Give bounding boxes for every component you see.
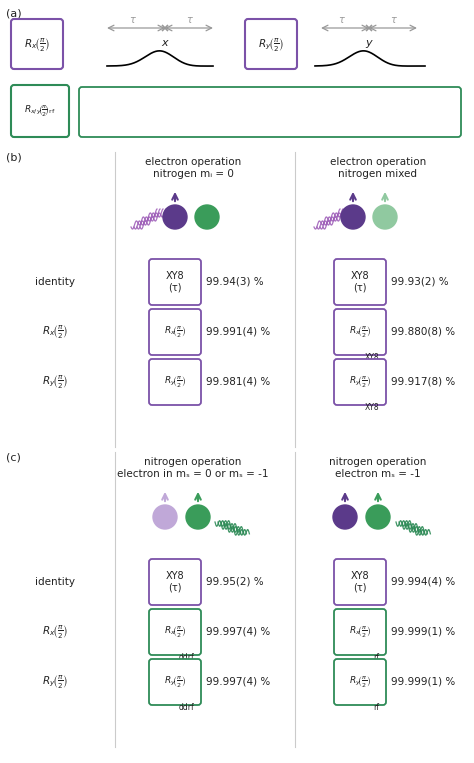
FancyBboxPatch shape [334,259,386,305]
Text: $R_y\!\left(\frac{\pi}{2}\right)$: $R_y\!\left(\frac{\pi}{2}\right)$ [164,674,186,690]
Text: (c): (c) [6,452,21,462]
Text: $R_y\!\left(\frac{\pi}{2}\right)$: $R_y\!\left(\frac{\pi}{2}\right)$ [349,674,371,690]
Text: $R_y\!\left(\frac{\pi}{2}\right)$: $R_y\!\left(\frac{\pi}{2}\right)$ [258,37,284,53]
FancyBboxPatch shape [334,309,386,355]
Text: ddrf: ddrf [178,703,194,712]
Text: $R_x\!\left(\frac{\pi}{2}\right)$: $R_x\!\left(\frac{\pi}{2}\right)$ [349,324,371,340]
Text: rf: rf [373,653,379,662]
FancyBboxPatch shape [149,259,201,305]
FancyBboxPatch shape [149,609,201,655]
Text: (τ): (τ) [168,583,182,593]
Circle shape [195,205,219,229]
FancyBboxPatch shape [334,559,386,605]
Text: 99.981(4) %: 99.981(4) % [206,377,270,387]
Text: rf: rf [373,703,379,712]
Text: $\tau$: $\tau$ [129,15,137,25]
FancyBboxPatch shape [149,659,201,705]
Text: $R_x\!\left(\frac{\pi}{2}\right)$: $R_x\!\left(\frac{\pi}{2}\right)$ [42,623,68,640]
FancyBboxPatch shape [245,19,297,69]
FancyBboxPatch shape [334,609,386,655]
Text: 99.999(1) %: 99.999(1) % [391,627,455,637]
FancyBboxPatch shape [149,309,201,355]
Text: identity: identity [35,577,75,587]
Text: 99.95(2) %: 99.95(2) % [206,577,264,587]
Text: $R_x\!\left(\frac{\pi}{2}\right)$: $R_x\!\left(\frac{\pi}{2}\right)$ [24,37,50,53]
FancyBboxPatch shape [11,19,63,69]
Text: nitrogen operation: nitrogen operation [144,457,242,467]
Text: x: x [162,38,168,48]
Text: $R_x\!\left(\frac{\pi}{2}\right)$: $R_x\!\left(\frac{\pi}{2}\right)$ [164,324,186,340]
Text: 99.997(4) %: 99.997(4) % [206,627,270,637]
Text: 99.917(8) %: 99.917(8) % [391,377,455,387]
Text: XY8: XY8 [351,271,369,281]
FancyBboxPatch shape [11,85,69,137]
Text: $R_x\!\left(\frac{\pi}{2}\right)$: $R_x\!\left(\frac{\pi}{2}\right)$ [42,324,68,340]
FancyBboxPatch shape [334,659,386,705]
Text: nitrogen mixed: nitrogen mixed [338,169,418,179]
Circle shape [341,205,365,229]
Text: nitrogen mᵢ = 0: nitrogen mᵢ = 0 [153,169,233,179]
Text: (τ): (τ) [353,583,367,593]
Text: XY8: XY8 [166,571,184,581]
Circle shape [186,505,210,529]
Text: 99.880(8) %: 99.880(8) % [391,327,455,337]
FancyBboxPatch shape [149,359,201,405]
Text: (a): (a) [6,8,22,18]
Text: 99.994(4) %: 99.994(4) % [391,577,455,587]
Text: electron operation: electron operation [330,157,426,167]
Text: $\tau$: $\tau$ [390,15,398,25]
Text: XY8: XY8 [166,271,184,281]
Text: identity: identity [35,277,75,287]
Text: $\tau$: $\tau$ [338,15,346,25]
Circle shape [163,205,187,229]
Circle shape [373,205,397,229]
Text: 99.991(4) %: 99.991(4) % [206,327,270,337]
Circle shape [333,505,357,529]
Text: 99.999(1) %: 99.999(1) % [391,677,455,687]
Text: y: y [365,38,372,48]
Text: $R_{x/y}\!\left(\!\frac{\pi}{2}\!\right)_{\rm rf}$: $R_{x/y}\!\left(\!\frac{\pi}{2}\!\right)… [24,104,56,118]
Circle shape [153,505,177,529]
Text: 99.94(3) %: 99.94(3) % [206,277,264,287]
Text: electron operation: electron operation [145,157,241,167]
Text: $\tau$: $\tau$ [186,15,194,25]
FancyBboxPatch shape [334,359,386,405]
Text: 99.997(4) %: 99.997(4) % [206,677,270,687]
FancyBboxPatch shape [149,559,201,605]
Text: (τ): (τ) [168,283,182,293]
Text: $R_y\!\left(\frac{\pi}{2}\right)$: $R_y\!\left(\frac{\pi}{2}\right)$ [164,375,186,390]
Text: $R_x\!\left(\frac{\pi}{2}\right)$: $R_x\!\left(\frac{\pi}{2}\right)$ [349,624,371,639]
Text: electron in mₛ = 0 or mₛ = -1: electron in mₛ = 0 or mₛ = -1 [117,469,269,479]
Text: ddrf: ddrf [178,653,194,662]
Text: XY8: XY8 [365,403,379,412]
Text: (τ): (τ) [353,283,367,293]
Text: (b): (b) [6,152,22,162]
Text: nitrogen operation: nitrogen operation [329,457,427,467]
Text: $R_y\!\left(\frac{\pi}{2}\right)$: $R_y\!\left(\frac{\pi}{2}\right)$ [42,674,68,691]
Text: $R_y\!\left(\frac{\pi}{2}\right)$: $R_y\!\left(\frac{\pi}{2}\right)$ [349,375,371,390]
Text: $R_y\!\left(\frac{\pi}{2}\right)$: $R_y\!\left(\frac{\pi}{2}\right)$ [42,373,68,391]
FancyBboxPatch shape [79,87,461,137]
Circle shape [366,505,390,529]
Text: 99.93(2) %: 99.93(2) % [391,277,448,287]
Text: electron mₛ = -1: electron mₛ = -1 [335,469,421,479]
Text: XY8: XY8 [351,571,369,581]
Text: $R_x\!\left(\frac{\pi}{2}\right)$: $R_x\!\left(\frac{\pi}{2}\right)$ [164,624,186,639]
Text: XY8: XY8 [365,353,379,362]
